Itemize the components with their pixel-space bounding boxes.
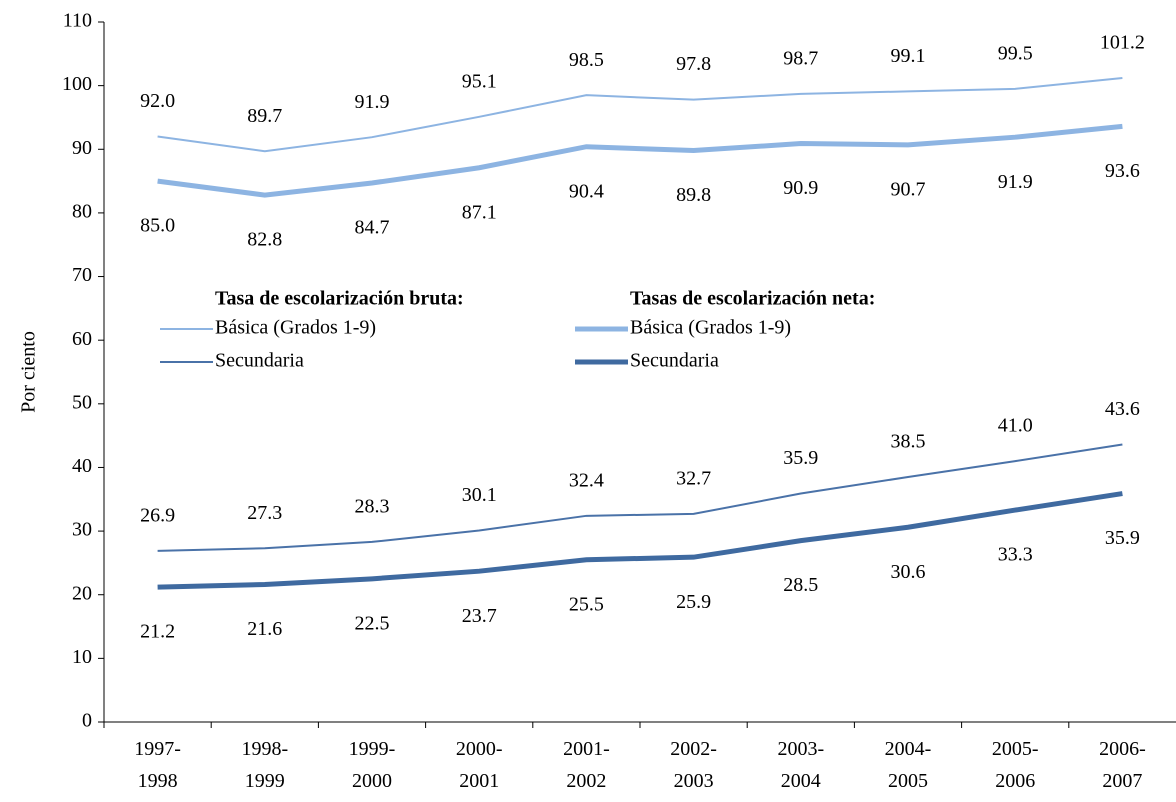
data-label: 32.7 (676, 468, 711, 490)
y-tick-label: 20 (72, 582, 92, 604)
data-label: 22.5 (355, 612, 390, 634)
x-tick-label: 2002-2003 (670, 738, 717, 792)
data-label: 97.8 (676, 53, 711, 75)
x-tick-label: 2006-2007 (1099, 738, 1146, 792)
data-label: 35.9 (1105, 527, 1140, 549)
data-label: 82.8 (247, 229, 282, 251)
data-label: 89.7 (247, 105, 282, 127)
data-label: 28.3 (355, 496, 390, 518)
data-label: 30.6 (891, 561, 926, 583)
x-tick-label: 2000-2001 (456, 738, 503, 792)
data-label: 25.5 (569, 593, 604, 615)
data-label: 90.7 (891, 178, 926, 200)
legend-title: Tasas de escolarización neta: (630, 288, 875, 310)
y-tick-label: 30 (72, 519, 92, 541)
data-label: 98.5 (569, 49, 604, 71)
y-tick-label: 110 (63, 10, 92, 32)
y-tick-label: 10 (72, 646, 92, 668)
data-label: 25.9 (676, 591, 711, 613)
data-label: 30.1 (462, 484, 497, 506)
data-label: 95.1 (462, 70, 497, 92)
data-label: 91.9 (998, 171, 1033, 193)
y-tick-label: 60 (72, 328, 92, 350)
data-label: 87.1 (462, 201, 497, 223)
data-label: 21.6 (247, 618, 282, 640)
data-label: 21.2 (140, 621, 175, 643)
series-line (157, 123, 1123, 198)
data-label: 26.9 (140, 504, 175, 526)
data-label: 91.9 (355, 91, 390, 113)
y-tick-label: 70 (72, 264, 92, 286)
series-line (157, 77, 1123, 153)
data-label: 28.5 (783, 574, 818, 596)
data-label: 92.0 (140, 90, 175, 112)
y-axis-title: Por ciento (18, 331, 40, 413)
data-label: 93.6 (1105, 160, 1140, 182)
legend-title: Tasa de escolarización bruta: (215, 288, 464, 310)
data-label: 85.0 (140, 215, 175, 237)
data-label: 101.2 (1100, 32, 1145, 54)
data-label: 89.8 (676, 184, 711, 206)
y-tick-label: 90 (72, 137, 92, 159)
series-line (157, 491, 1123, 590)
data-label: 41.0 (998, 415, 1033, 437)
x-tick-label: 1998-1999 (241, 738, 288, 792)
data-label: 23.7 (462, 605, 497, 627)
y-tick-label: 80 (72, 201, 92, 223)
y-tick-label: 100 (62, 73, 92, 95)
data-label: 35.9 (783, 447, 818, 469)
data-label: 90.9 (783, 177, 818, 199)
data-label: 90.4 (569, 180, 604, 202)
y-tick-label: 50 (72, 391, 92, 413)
x-tick-label: 2003-2004 (777, 738, 824, 792)
legend-label: Básica (Grados 1-9) (215, 317, 376, 339)
data-label: 84.7 (355, 217, 390, 239)
legend-label: Secundaria (215, 350, 304, 372)
y-tick-label: 40 (72, 455, 92, 477)
data-label: 99.5 (998, 42, 1033, 64)
data-label: 43.6 (1105, 398, 1140, 420)
data-label: 27.3 (247, 502, 282, 524)
data-label: 99.1 (891, 45, 926, 67)
x-tick-label: 2001-2002 (563, 738, 610, 792)
data-label: 38.5 (891, 431, 926, 453)
data-label: 32.4 (569, 469, 604, 491)
series-line (157, 443, 1123, 552)
data-label: 33.3 (998, 544, 1033, 566)
legend-label: Básica (Grados 1-9) (630, 317, 791, 339)
x-tick-label: 1999-2000 (349, 738, 396, 792)
legend-label: Secundaria (630, 350, 719, 372)
x-tick-label: 2005-2006 (992, 738, 1039, 792)
x-tick-label: 2004-2005 (885, 738, 932, 792)
y-tick-label: 0 (82, 710, 92, 732)
x-tick-label: 1997-1998 (134, 738, 181, 792)
data-label: 98.7 (783, 48, 818, 70)
